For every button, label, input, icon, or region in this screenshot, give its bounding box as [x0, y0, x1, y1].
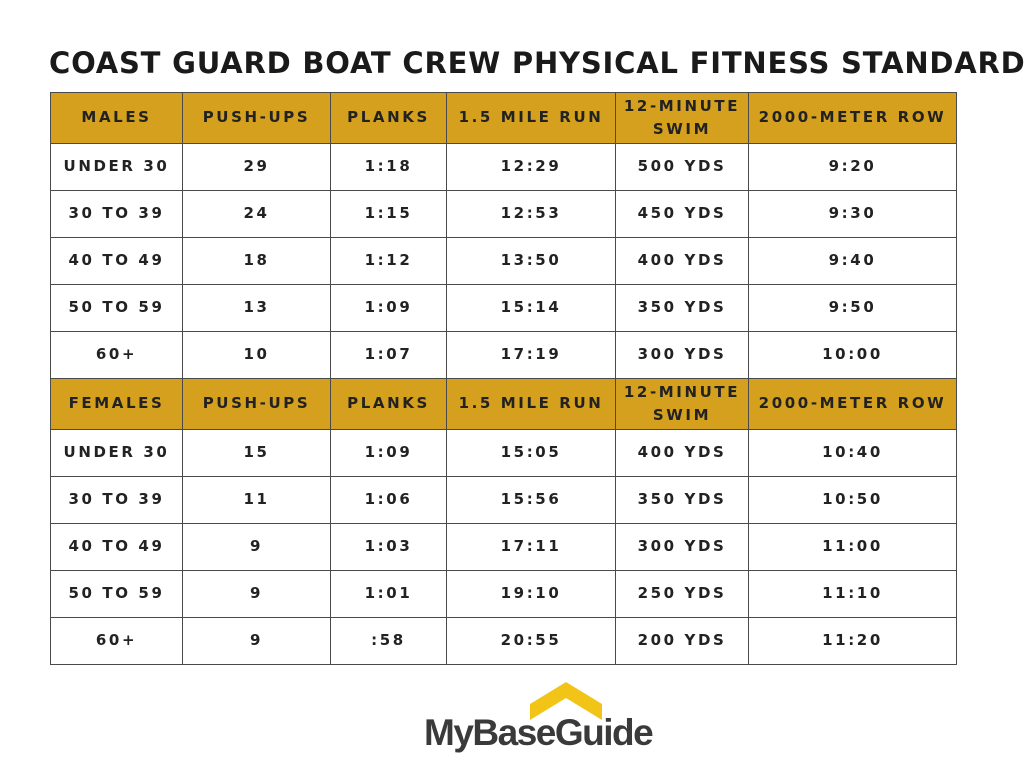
- run-cell: 15:14: [446, 284, 616, 332]
- males-header-row: MALES PUSH-UPS PLANKS 1.5 MILE RUN 12-MI…: [50, 92, 957, 144]
- planks-cell: 1:15: [330, 190, 447, 238]
- age-group-cell: 60+: [50, 331, 183, 379]
- mybaseguide-logo: ★★★ MyBaseGuide: [416, 682, 654, 753]
- row-cell: 11:00: [748, 523, 957, 571]
- age-group-cell: 50 TO 59: [50, 570, 183, 618]
- page-title: COAST GUARD BOAT CREW PHYSICAL FITNESS S…: [49, 46, 1024, 80]
- swim-cell: 400 YDS: [615, 237, 749, 285]
- row-cell: 11:10: [748, 570, 957, 618]
- row-cell: 9:30: [748, 190, 957, 238]
- table-row: 50 TO 59 13 1:09 15:14 350 YDS 9:50: [50, 284, 957, 332]
- planks-cell: 1:06: [330, 476, 447, 524]
- pushups-cell: 29: [182, 143, 331, 191]
- run-cell: 17:11: [446, 523, 616, 571]
- fitness-standards-table: MALES PUSH-UPS PLANKS 1.5 MILE RUN 12-MI…: [50, 92, 957, 665]
- svg-text:★★★: ★★★: [553, 703, 580, 714]
- age-group-cell: 30 TO 39: [50, 190, 183, 238]
- row-cell: 10:50: [748, 476, 957, 524]
- run-cell: 15:56: [446, 476, 616, 524]
- swim-cell: 400 YDS: [615, 429, 749, 477]
- run-cell: 17:19: [446, 331, 616, 379]
- row-cell: 9:50: [748, 284, 957, 332]
- swim-cell: 250 YDS: [615, 570, 749, 618]
- row-cell: 10:00: [748, 331, 957, 379]
- header-cell: 12-MINUTE SWIM: [615, 92, 749, 144]
- swim-cell: 200 YDS: [615, 617, 749, 665]
- swim-cell: 450 YDS: [615, 190, 749, 238]
- swim-cell: 300 YDS: [615, 523, 749, 571]
- males-section: MALES PUSH-UPS PLANKS 1.5 MILE RUN 12-MI…: [50, 92, 957, 379]
- table-row: UNDER 30 29 1:18 12:29 500 YDS 9:20: [50, 143, 957, 191]
- age-group-cell: 60+: [50, 617, 183, 665]
- run-cell: 12:29: [446, 143, 616, 191]
- pushups-cell: 15: [182, 429, 331, 477]
- pushups-cell: 9: [182, 523, 331, 571]
- swim-cell: 500 YDS: [615, 143, 749, 191]
- row-cell: 9:20: [748, 143, 957, 191]
- logo-wordmark: MyBaseGuide: [424, 712, 654, 753]
- planks-cell: 1:07: [330, 331, 447, 379]
- header-cell: PUSH-UPS: [182, 92, 331, 144]
- header-cell: PUSH-UPS: [182, 378, 331, 430]
- table-row: 30 TO 39 11 1:06 15:56 350 YDS 10:50: [50, 476, 957, 524]
- planks-cell: 1:09: [330, 429, 447, 477]
- run-cell: 19:10: [446, 570, 616, 618]
- header-cell: FEMALES: [50, 378, 183, 430]
- table-row: 60+ 10 1:07 17:19 300 YDS 10:00: [50, 331, 957, 379]
- planks-cell: 1:03: [330, 523, 447, 571]
- planks-cell: 1:12: [330, 237, 447, 285]
- age-group-cell: 40 TO 49: [50, 237, 183, 285]
- header-cell: 1.5 MILE RUN: [446, 378, 616, 430]
- age-group-cell: 30 TO 39: [50, 476, 183, 524]
- swim-cell: 300 YDS: [615, 331, 749, 379]
- header-cell: MALES: [50, 92, 183, 144]
- header-cell: 12-MINUTE SWIM: [615, 378, 749, 430]
- planks-cell: 1:18: [330, 143, 447, 191]
- row-cell: 9:40: [748, 237, 957, 285]
- row-cell: 10:40: [748, 429, 957, 477]
- table-row: 60+ 9 :58 20:55 200 YDS 11:20: [50, 617, 957, 665]
- table-row: 40 TO 49 9 1:03 17:11 300 YDS 11:00: [50, 523, 957, 571]
- pushups-cell: 18: [182, 237, 331, 285]
- age-group-cell: UNDER 30: [50, 429, 183, 477]
- header-cell: PLANKS: [330, 378, 447, 430]
- swim-cell: 350 YDS: [615, 476, 749, 524]
- run-cell: 20:55: [446, 617, 616, 665]
- planks-cell: 1:01: [330, 570, 447, 618]
- pushups-cell: 9: [182, 570, 331, 618]
- planks-cell: 1:09: [330, 284, 447, 332]
- table-row: UNDER 30 15 1:09 15:05 400 YDS 10:40: [50, 429, 957, 477]
- house-roof-stars-icon: ★★★: [530, 682, 602, 720]
- table-row: 50 TO 59 9 1:01 19:10 250 YDS 11:10: [50, 570, 957, 618]
- table-row: 30 TO 39 24 1:15 12:53 450 YDS 9:30: [50, 190, 957, 238]
- pushups-cell: 10: [182, 331, 331, 379]
- females-section: FEMALES PUSH-UPS PLANKS 1.5 MILE RUN 12-…: [50, 378, 957, 665]
- header-cell: 2000-METER ROW: [748, 378, 957, 430]
- run-cell: 15:05: [446, 429, 616, 477]
- age-group-cell: 50 TO 59: [50, 284, 183, 332]
- pushups-cell: 24: [182, 190, 331, 238]
- table-row: 40 TO 49 18 1:12 13:50 400 YDS 9:40: [50, 237, 957, 285]
- run-cell: 12:53: [446, 190, 616, 238]
- swim-cell: 350 YDS: [615, 284, 749, 332]
- pushups-cell: 13: [182, 284, 331, 332]
- header-cell: 2000-METER ROW: [748, 92, 957, 144]
- row-cell: 11:20: [748, 617, 957, 665]
- header-cell: PLANKS: [330, 92, 447, 144]
- age-group-cell: 40 TO 49: [50, 523, 183, 571]
- pushups-cell: 11: [182, 476, 331, 524]
- females-header-row: FEMALES PUSH-UPS PLANKS 1.5 MILE RUN 12-…: [50, 378, 957, 430]
- pushups-cell: 9: [182, 617, 331, 665]
- planks-cell: :58: [330, 617, 447, 665]
- run-cell: 13:50: [446, 237, 616, 285]
- age-group-cell: UNDER 30: [50, 143, 183, 191]
- header-cell: 1.5 MILE RUN: [446, 92, 616, 144]
